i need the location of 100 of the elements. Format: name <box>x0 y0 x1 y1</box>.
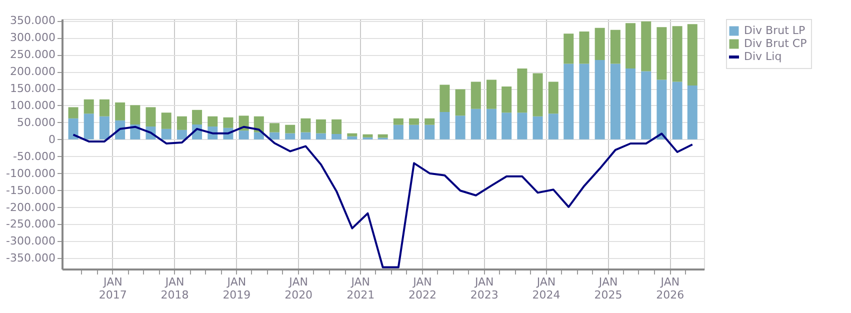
bar <box>486 108 496 140</box>
bar <box>332 134 342 140</box>
bar <box>99 99 110 116</box>
bar <box>502 112 512 140</box>
bar <box>687 24 698 86</box>
bar <box>579 32 590 64</box>
bar <box>68 107 78 118</box>
bar <box>270 132 280 140</box>
y-tick-label: -100.000 <box>6 166 56 180</box>
bar <box>393 124 404 140</box>
y-tick-label: 50.000 <box>17 116 56 129</box>
bar <box>84 114 94 140</box>
bar <box>68 118 78 140</box>
bar <box>300 132 311 140</box>
bar <box>548 82 558 114</box>
y-tick-label: 300.000 <box>10 31 56 44</box>
bar <box>502 86 512 113</box>
x-tick-label: JAN 2022 <box>408 276 436 302</box>
bar <box>347 133 358 136</box>
legend-label: Div Liq <box>744 50 782 63</box>
legend-label: Div Brut CP <box>744 37 808 50</box>
bar <box>440 84 450 112</box>
x-tick-label: JAN 2021 <box>346 276 375 302</box>
y-tick-label: 350.000 <box>10 14 56 28</box>
x-tick-label: JAN 2019 <box>222 276 251 302</box>
bar <box>316 119 326 134</box>
bar <box>517 112 528 140</box>
y-tick-label: -300.000 <box>6 234 56 248</box>
bar <box>656 27 667 80</box>
bar <box>594 60 605 140</box>
bar <box>176 130 187 140</box>
x-tick-label: JAN 2017 <box>98 276 127 302</box>
bar <box>656 80 667 140</box>
bar <box>424 124 435 140</box>
bar <box>161 112 172 129</box>
bar <box>470 82 481 109</box>
x-tick-label: JAN 2020 <box>284 276 313 302</box>
bar <box>641 21 652 72</box>
bar <box>564 34 574 64</box>
x-tick-label: JAN 2018 <box>160 276 189 302</box>
bar <box>130 105 140 124</box>
bar <box>455 116 466 140</box>
bar <box>347 136 358 140</box>
bar <box>409 124 420 140</box>
bar <box>84 99 94 114</box>
bar <box>517 68 528 113</box>
bar <box>470 108 481 140</box>
bar <box>610 64 620 140</box>
bar <box>687 85 698 140</box>
y-tick-label: -200.000 <box>6 200 56 214</box>
bar <box>332 119 342 134</box>
bar <box>254 132 264 140</box>
y-tick-label: -150.000 <box>6 184 56 197</box>
bar <box>146 107 156 127</box>
y-tick-label: 250.000 <box>10 48 56 62</box>
bar <box>626 23 636 69</box>
bar <box>532 73 543 116</box>
bar <box>192 110 202 124</box>
legend-label: Div Brut LP <box>744 24 806 37</box>
y-tick-label: 150.000 <box>10 82 56 96</box>
bar <box>285 124 296 134</box>
bar <box>548 114 558 140</box>
y-tick-label: 200.000 <box>10 65 56 78</box>
x-tick-label: JAN 2026 <box>656 276 684 302</box>
bar <box>300 118 311 132</box>
x-tick-label: JAN 2024 <box>532 276 560 302</box>
bar <box>564 64 574 140</box>
bar <box>393 118 404 125</box>
y-tick-label: -50.000 <box>13 150 56 163</box>
x-tick-label: JAN 2025 <box>594 276 622 302</box>
bar <box>270 123 280 132</box>
bar <box>532 116 543 140</box>
bar <box>455 89 466 116</box>
bar <box>161 128 172 140</box>
y-tick-label: 0 <box>48 132 56 146</box>
bar <box>610 30 620 64</box>
bar <box>238 130 249 140</box>
bar <box>594 28 605 60</box>
bar <box>316 133 326 140</box>
y-tick-label: 100.000 <box>10 99 56 112</box>
bar <box>115 102 126 120</box>
bar <box>626 68 636 140</box>
bar <box>285 133 296 140</box>
bar <box>486 80 496 109</box>
bar <box>579 64 590 140</box>
bar <box>672 82 682 140</box>
bar <box>223 117 234 128</box>
bar <box>99 116 110 140</box>
bar <box>176 116 187 130</box>
bar <box>424 118 435 125</box>
x-tick-label: JAN 2023 <box>470 276 498 302</box>
bar <box>208 116 218 127</box>
bar <box>362 134 373 138</box>
bar <box>672 26 682 82</box>
bar <box>440 112 450 140</box>
y-tick-label: -250.000 <box>6 218 56 231</box>
y-tick-label: -350.000 <box>6 252 56 265</box>
line-series <box>72 126 694 268</box>
bar <box>641 71 652 140</box>
bar <box>409 118 420 125</box>
